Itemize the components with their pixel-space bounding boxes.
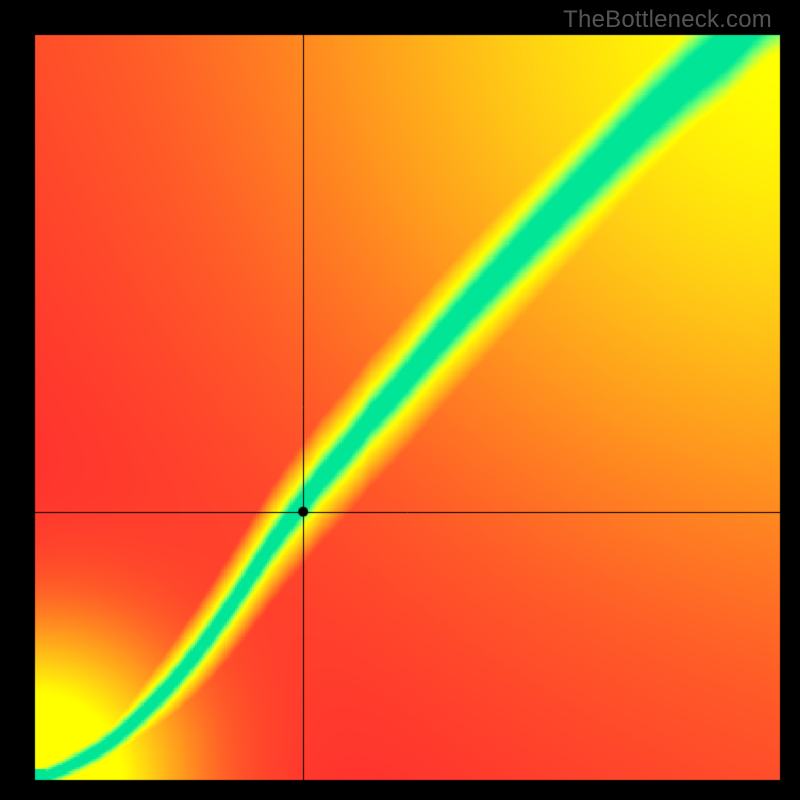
watermark-text: TheBottleneck.com (563, 6, 772, 34)
chart-container: { "watermark": { "text": "TheBottleneck.… (0, 0, 800, 800)
bottleneck-heatmap (0, 0, 800, 800)
